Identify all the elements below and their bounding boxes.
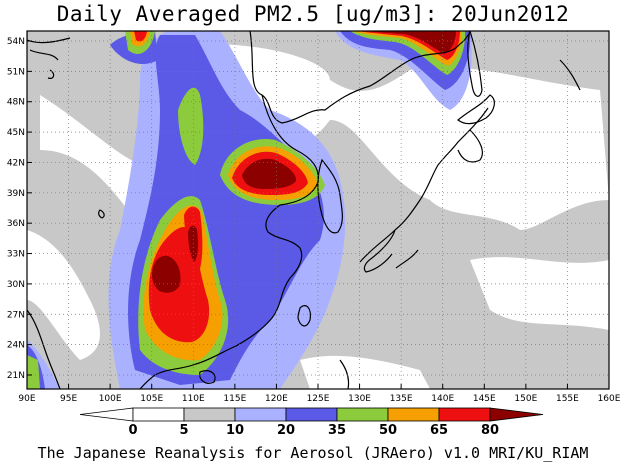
map-title: Daily Averaged PM2.5 [ug/m3]: 20Jun2012 [56,2,570,26]
lon-tick-label: 95E [60,394,77,404]
legend-swatch [183,407,236,422]
legend-swatch [132,407,185,422]
lon-tick-label: 155E [556,394,579,404]
coast-hokkaido [457,94,495,125]
legend-label: 35 [328,423,346,438]
legend-label: 80 [481,423,499,438]
lat-tick-label: 45N [7,128,25,138]
lat-tick-label: 51N [7,67,25,77]
lon-tick-label: 90E [18,394,35,404]
field-white-east [470,257,609,330]
legend-swatch [336,407,389,422]
coast-philippines [339,359,350,389]
field-darkred-main [152,255,181,293]
legend-label: 10 [226,423,244,438]
field-green-sw [27,355,40,389]
legend-label: 50 [379,423,397,438]
field-darkred-north [242,158,297,189]
lat-tick-label: 54N [7,37,25,47]
coast-inland-1 [98,209,105,219]
field-white-south [300,355,430,389]
lon-tick-label: 140E [431,394,454,404]
legend-label: 0 [128,423,137,438]
axes: 90E 95E 100E 105E 110E 115E 120E 125E 130E 135E 14… [7,37,621,404]
lat-tick-label: 27N [7,310,25,320]
lon-tick-label: 150E [514,394,537,404]
field-darkred-ne [365,31,456,54]
coast-korea [317,158,343,234]
color-legend: 0 5 10 20 35 50 65 80 [79,407,544,438]
field-red-top [134,31,147,42]
lon-tick-label: 115E [223,394,246,404]
lon-tick-label: 105E [140,394,163,404]
lon-tick-label: 120E [265,394,288,404]
lat-tick-label: 33N [7,250,25,260]
coast-india [27,309,61,389]
lat-tick-label: 42N [7,158,25,168]
coast-japan [359,107,489,273]
lon-tick-label: 145E [473,394,496,404]
lat-tick-label: 36N [7,219,25,229]
coast-taiwan [297,305,311,327]
coast-sakhalin [467,31,483,97]
legend-arrow-low [79,407,134,422]
gridlines [27,31,609,389]
footer-credit: The Japanese Reanalysis for Aerosol (JRA… [37,444,589,462]
lat-tick-label: 39N [7,189,25,199]
coast-hainan [199,370,216,384]
lon-tick-label: 125E [307,394,330,404]
field-white-west [27,230,100,360]
lon-tick-label: 130E [348,394,371,404]
lon-tick-label: 100E [99,394,122,404]
legend-swatch [285,407,338,422]
field-green-strip [178,87,204,165]
legend-swatch [234,407,287,422]
lat-tick-label: 48N [7,98,25,108]
legend-label: 20 [277,423,295,438]
legend-label: 5 [179,423,188,438]
lon-tick-label: 160E [598,394,621,404]
lat-tick-label: 21N [7,371,25,381]
legend-label: 65 [430,423,448,438]
lon-tick-label: 135E [390,394,413,404]
coastlines [27,31,581,389]
legend-swatch [438,407,491,422]
legend-arrow-high [489,407,544,422]
legend-swatch [387,407,440,422]
lat-tick-label: 24N [7,341,25,351]
coast-kamchatka [559,59,581,91]
lat-tick-label: 30N [7,280,25,290]
lon-tick-label: 110E [182,394,205,404]
